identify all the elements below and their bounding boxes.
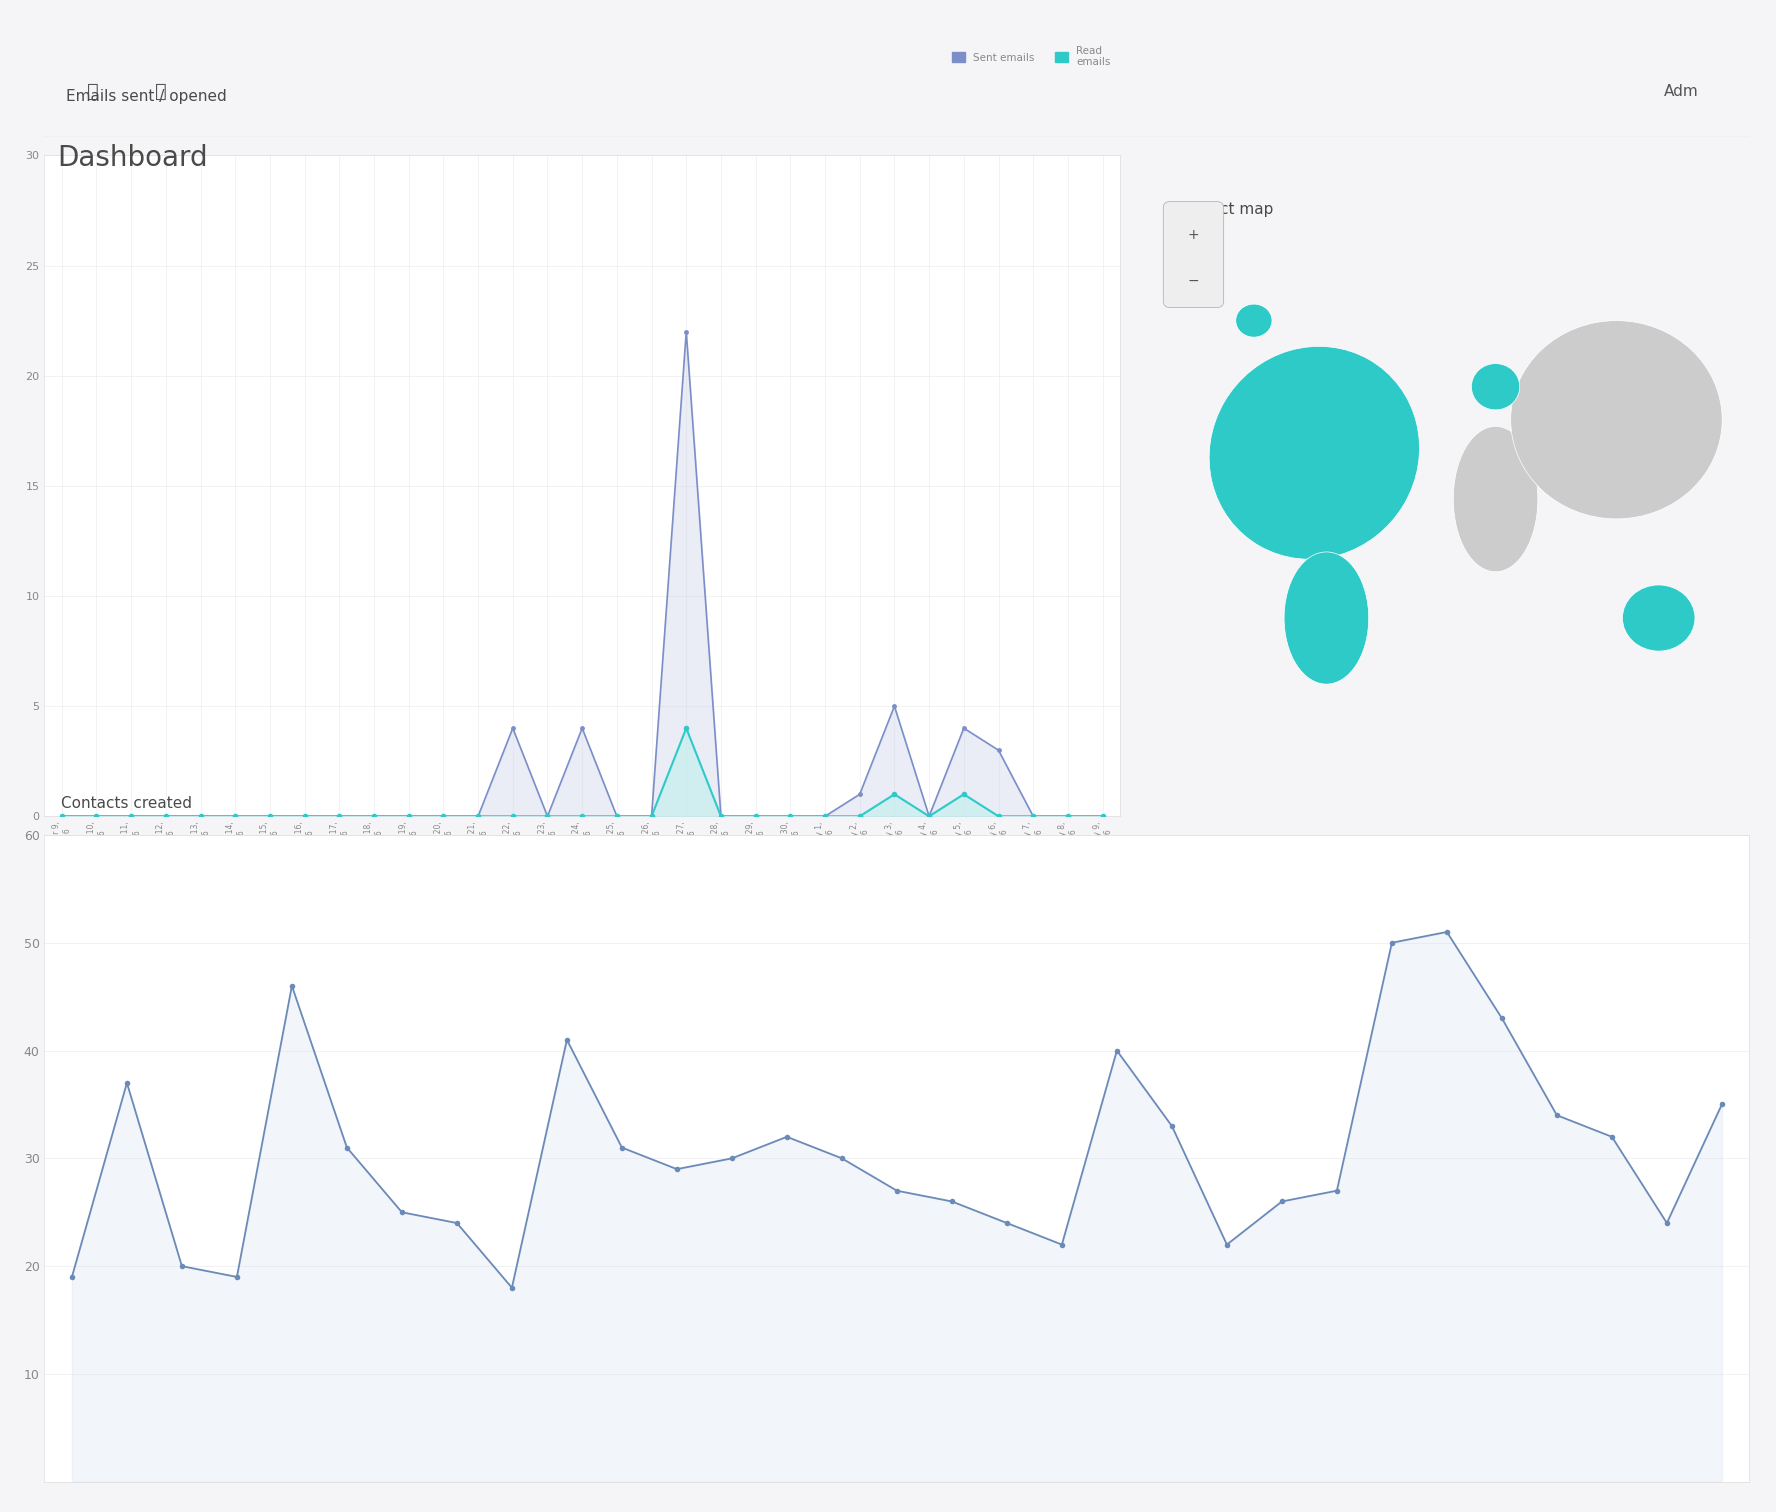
Ellipse shape <box>1471 363 1520 410</box>
Ellipse shape <box>1623 585 1694 652</box>
Legend: Sent emails, Read
emails: Sent emails, Read emails <box>948 42 1115 71</box>
Ellipse shape <box>1236 304 1272 337</box>
Text: 🔍: 🔍 <box>155 82 167 101</box>
FancyBboxPatch shape <box>377 159 561 219</box>
Text: Dashboard: Dashboard <box>57 144 208 172</box>
Text: Contacts created: Contacts created <box>62 797 192 810</box>
Text: To: To <box>341 183 357 195</box>
Ellipse shape <box>1511 321 1723 519</box>
Text: Apr 9, 2016: Apr 9, 2016 <box>192 183 265 195</box>
Ellipse shape <box>1209 346 1419 559</box>
FancyBboxPatch shape <box>1163 201 1224 307</box>
FancyBboxPatch shape <box>316 159 380 219</box>
FancyBboxPatch shape <box>53 159 140 219</box>
Text: −: − <box>1188 274 1199 287</box>
Text: From: From <box>80 183 114 195</box>
Ellipse shape <box>1284 552 1369 683</box>
FancyBboxPatch shape <box>556 159 677 219</box>
Text: 🔔: 🔔 <box>87 82 99 101</box>
Text: Emails sent / opened: Emails sent / opened <box>66 89 227 104</box>
Ellipse shape <box>1453 426 1538 572</box>
Text: May 9, 2016: May 9, 2016 <box>430 183 508 195</box>
Text: +: + <box>1188 228 1199 242</box>
Text: Apply: Apply <box>599 183 634 195</box>
Text: Contact map: Contact map <box>1176 201 1273 216</box>
Text: Adm: Adm <box>1664 83 1698 98</box>
FancyBboxPatch shape <box>137 159 320 219</box>
